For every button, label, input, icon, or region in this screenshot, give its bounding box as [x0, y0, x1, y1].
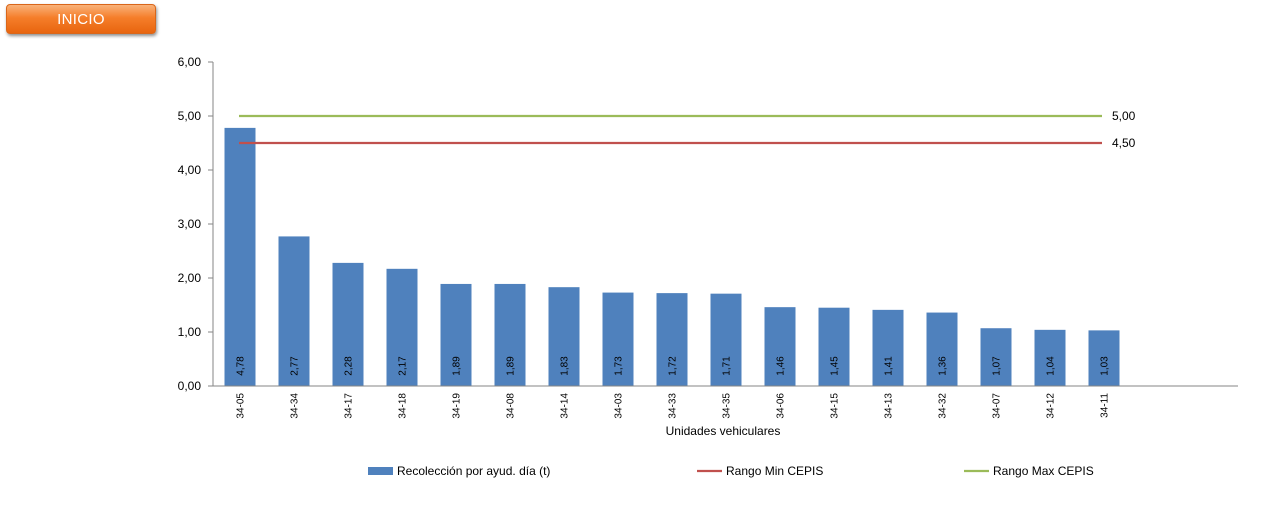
inicio-button[interactable]: INICIO	[6, 4, 156, 34]
x-tick-label: 34-15	[830, 393, 841, 419]
bar	[764, 307, 796, 386]
bar-data-label: 1,71	[722, 356, 733, 376]
x-tick-label: 34-07	[992, 393, 1003, 419]
x-axis: 34-05 34-34 34-17 34-18 34-19 34-08 34-14 34-03…	[213, 385, 1238, 419]
bar-data-label: 1,04	[1046, 356, 1057, 376]
bar-data-label: 1,83	[560, 356, 571, 376]
bar-data-label: 4,78	[236, 356, 247, 376]
bar	[656, 293, 688, 386]
y-tick-label: 3,00	[178, 217, 202, 231]
bar-data-label: 1,73	[614, 356, 625, 376]
y-tick-label: 1,00	[178, 325, 202, 339]
bar-data-label: 1,41	[884, 356, 895, 376]
bar	[332, 262, 364, 386]
bar-data-label: 2,77	[290, 356, 301, 376]
bar-data-label: 2,28	[344, 356, 355, 376]
legend-swatch	[368, 467, 393, 475]
bar	[548, 287, 580, 386]
bar	[926, 312, 958, 386]
bar-data-label: 1,07	[992, 356, 1003, 376]
bar-data-label: 1,45	[830, 356, 841, 376]
bar	[818, 307, 850, 386]
bar	[872, 309, 904, 386]
x-tick-label: 34-12	[1046, 393, 1057, 419]
bar	[278, 236, 310, 386]
bar-data-label: 1,36	[938, 356, 949, 376]
legend-label: Recolección por ayud. día (t)	[397, 464, 550, 478]
legend-label: Rango Min CEPIS	[726, 464, 823, 478]
bar	[224, 127, 256, 386]
reference-line-label: 5,00	[1112, 109, 1136, 123]
bar	[386, 268, 418, 386]
y-tick-label: 6,00	[178, 55, 202, 69]
x-tick-label: 34-33	[668, 393, 679, 419]
bar-data-label: 1,46	[776, 356, 787, 376]
bar-data-label: 2,17	[398, 356, 409, 376]
reference-lines: 4,50 5,00	[239, 109, 1136, 150]
y-tick-label: 0,00	[178, 379, 202, 393]
y-tick-label: 4,00	[178, 163, 202, 177]
bar	[710, 293, 742, 386]
x-axis-title: Unidades vehiculares	[666, 424, 781, 438]
bar-data-label: 1,03	[1100, 356, 1111, 376]
x-tick-label: 34-34	[290, 393, 301, 419]
legend-label: Rango Max CEPIS	[993, 464, 1094, 478]
x-tick-label: 34-08	[506, 393, 517, 419]
x-tick-label: 34-06	[776, 393, 787, 419]
y-tick-label: 2,00	[178, 271, 202, 285]
x-tick-label: 34-32	[938, 393, 949, 419]
x-tick-label: 34-05	[236, 393, 247, 419]
bar-data-label: 1,72	[668, 356, 679, 376]
reference-line-label: 4,50	[1112, 136, 1136, 150]
y-axis: 0,00 1,00 2,00 3,00 4,00 5,00 6,00	[178, 55, 214, 393]
bar	[1034, 329, 1066, 386]
bar-data-label: 1,89	[506, 356, 517, 376]
x-tick-label: 34-19	[452, 393, 463, 419]
bar	[494, 283, 526, 386]
bar	[980, 328, 1012, 386]
y-tick-label: 5,00	[178, 109, 202, 123]
x-tick-label: 34-11	[1100, 393, 1111, 418]
x-tick-label: 34-14	[560, 393, 571, 419]
bar-data-label: 1,89	[452, 356, 463, 376]
x-tick-label: 34-13	[884, 393, 895, 419]
x-tick-label: 34-17	[344, 393, 355, 419]
x-tick-label: 34-18	[398, 393, 409, 419]
bar	[602, 292, 634, 386]
bars: 4,78 2,77 2,28 2,17 1,89 1,89 1,83 1,73 1,72 1,71…	[224, 127, 1120, 386]
x-tick-label: 34-03	[614, 393, 625, 419]
legend: Recolección por ayud. día (t) Rango Min C…	[368, 464, 1094, 478]
bar	[440, 283, 472, 386]
x-tick-label: 34-35	[722, 393, 733, 419]
bar	[1088, 330, 1120, 386]
